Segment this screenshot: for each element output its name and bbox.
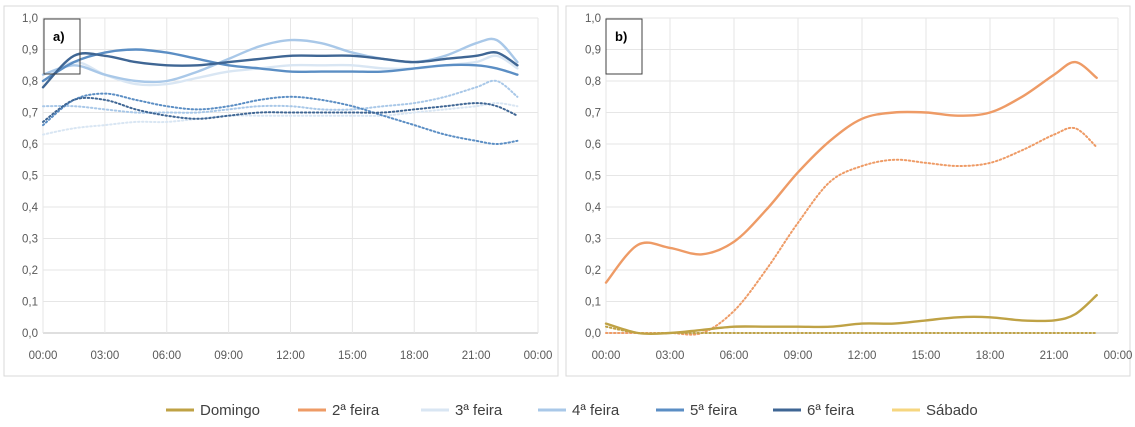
y-tick-label: 0,8 — [22, 76, 38, 88]
y-tick-label: 0,9 — [22, 45, 38, 57]
y-tick-label: 0,6 — [585, 139, 601, 151]
series-line — [604, 294, 1098, 336]
y-tick-label: 0,1 — [585, 297, 601, 309]
series-line — [42, 96, 519, 123]
series-line — [41, 48, 519, 83]
x-tick-label: 00:00 — [1104, 350, 1133, 362]
y-tick-label: 0,2 — [585, 265, 601, 277]
legend-label: 4ª feira — [572, 402, 620, 419]
x-tick-label: 03:00 — [656, 350, 685, 362]
panel-label-box — [605, 18, 643, 75]
panel-a: 0,0 0,1 0,2 0,3 0,4 0,5 0,6 0,7 0,8 0,9 1,0 00:00 03… — [22, 13, 552, 362]
panel-label-box — [43, 18, 81, 75]
y-tick-label: 0,4 — [585, 202, 602, 214]
y-tick-label: 0,9 — [585, 45, 601, 57]
legend-label: 5ª feira — [690, 402, 738, 419]
series-line — [41, 37, 519, 84]
panel-b: 0,0 0,1 0,2 0,3 0,4 0,5 0,6 0,7 0,8 0,9 1,0 00:00 03… — [585, 13, 1132, 362]
x-tick-label: 18:00 — [976, 350, 1005, 362]
y-tick-label: 1,0 — [585, 13, 601, 25]
x-tick-label: 09:00 — [784, 350, 813, 362]
legend-label: 6ª feira — [807, 402, 855, 419]
y-tick-label: 0,1 — [22, 297, 38, 309]
y-tick-label: 0,0 — [22, 328, 38, 340]
panel-b-frame — [565, 5, 1131, 377]
y-tick-label: 0,3 — [22, 234, 38, 246]
x-tick-label: 06:00 — [720, 350, 749, 362]
x-tick-label: 15:00 — [338, 350, 367, 362]
y-tick-label: 0,6 — [22, 139, 38, 151]
y-tick-label: 0,7 — [22, 108, 38, 120]
y-tick-label: 0,8 — [585, 76, 601, 88]
x-tick-label: 12:00 — [276, 350, 305, 362]
legend-label: Sábado — [926, 402, 978, 419]
series-line — [605, 126, 1098, 336]
x-tick-label: 00:00 — [592, 350, 621, 362]
x-tick-label: 03:00 — [90, 350, 119, 362]
y-tick-label: 1,0 — [22, 13, 38, 25]
x-tick-label: 18:00 — [400, 350, 429, 362]
x-tick-label: 15:00 — [912, 350, 941, 362]
panel-label: a) — [53, 29, 65, 44]
x-tick-label: 21:00 — [462, 350, 491, 362]
x-tick-label: 06:00 — [152, 350, 181, 362]
x-tick-label: 00:00 — [524, 350, 553, 362]
x-tick-label: 09:00 — [214, 350, 243, 362]
y-tick-label: 0,5 — [585, 171, 601, 183]
y-tick-label: 0,0 — [585, 328, 601, 340]
series-line — [41, 51, 519, 89]
panel-label: b) — [615, 29, 627, 44]
legend-label: Domingo — [200, 402, 260, 419]
y-tick-label: 0,5 — [22, 171, 38, 183]
series-line — [42, 79, 519, 114]
panel-a-frame — [3, 5, 559, 377]
y-tick-label: 0,4 — [22, 202, 39, 214]
y-tick-label: 0,2 — [22, 265, 38, 277]
legend-label: 2ª feira — [332, 402, 380, 419]
series-line — [604, 60, 1098, 284]
legend: Domingo 2ª feira 3ª feira 4ª feira 5ª feira 6… — [166, 402, 978, 419]
y-tick-label: 0,7 — [585, 108, 601, 120]
legend-label: 3ª feira — [455, 402, 503, 419]
series-line — [42, 92, 519, 146]
x-tick-label: 00:00 — [29, 350, 58, 362]
y-tick-label: 0,3 — [585, 234, 601, 246]
x-tick-label: 12:00 — [848, 350, 877, 362]
x-tick-label: 21:00 — [1040, 350, 1069, 362]
series-line — [42, 102, 519, 136]
series-line — [605, 325, 1098, 335]
